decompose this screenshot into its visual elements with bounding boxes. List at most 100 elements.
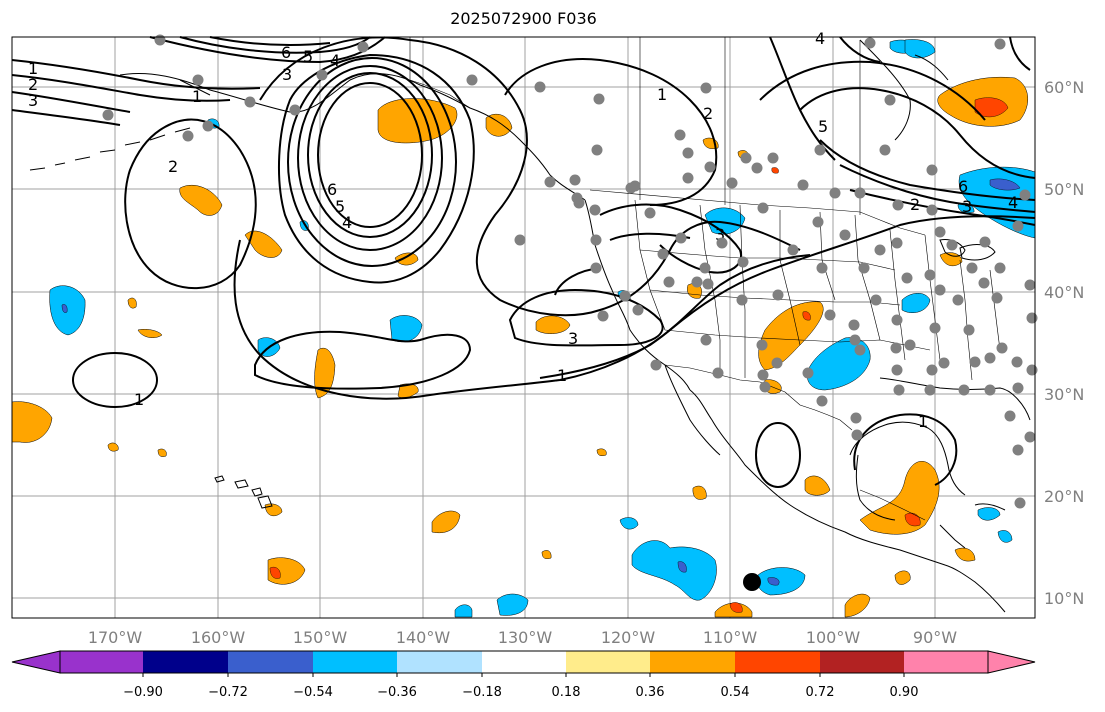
station-dot <box>966 262 978 274</box>
colorbar-tick-label: −0.18 <box>462 685 502 700</box>
contour-line <box>759 60 986 121</box>
contour-label: 4 <box>815 29 825 48</box>
orange-blob <box>894 570 911 585</box>
station-dot <box>893 384 905 396</box>
station-dot <box>691 276 703 288</box>
station-dot <box>619 290 631 302</box>
contour-label: 6 <box>281 43 291 62</box>
blue-blob <box>631 540 717 601</box>
contour-label: 3 <box>28 91 38 110</box>
contour-label: 2 <box>28 75 38 94</box>
station-dot <box>632 304 644 316</box>
orange-blob <box>541 550 552 559</box>
colorbar-bin <box>820 651 904 673</box>
station-dot <box>1012 220 1024 232</box>
dark-blue-core <box>61 304 68 313</box>
dark-blue-core <box>767 577 780 586</box>
station-dot <box>740 152 752 164</box>
station-dot <box>704 161 716 173</box>
station-dot <box>192 74 204 86</box>
colorbar-outline <box>59 650 989 674</box>
contour-label: 2 <box>910 195 920 214</box>
station-dot <box>926 204 938 216</box>
colorbar-bin <box>650 651 735 673</box>
station-dot <box>650 359 662 371</box>
station-dot <box>812 216 824 228</box>
longitude-label: 160°W <box>191 628 246 647</box>
station-dot <box>952 294 964 306</box>
station-dot <box>702 278 714 290</box>
station-dot <box>848 319 860 331</box>
station-dot <box>1004 410 1016 422</box>
contour-line <box>278 53 475 284</box>
colorbar-tick-label: 0.72 <box>806 685 835 700</box>
orange-blob <box>485 113 513 137</box>
colorbar-bin <box>482 651 566 673</box>
station-dot <box>864 37 876 49</box>
latitude-label: 10°N <box>1044 589 1084 608</box>
station-dot <box>244 96 256 108</box>
latitude-label: 50°N <box>1044 180 1084 199</box>
station-dot <box>839 229 851 241</box>
station-dot <box>1011 356 1023 368</box>
station-dot <box>757 202 769 214</box>
shaded-anomaly-fields <box>11 39 1036 618</box>
station-dot <box>934 284 946 296</box>
contour-label: 6 <box>327 180 337 199</box>
orange-blob <box>692 485 707 500</box>
contour-label: 5 <box>303 47 313 66</box>
station-dot <box>926 164 938 176</box>
station-dot <box>712 367 724 379</box>
contour-label: 1 <box>192 87 202 106</box>
contour-line <box>11 59 261 90</box>
orange-blob <box>264 503 283 517</box>
latitude-label: 60°N <box>1044 78 1084 97</box>
orange-blob <box>127 297 137 309</box>
orange-blob <box>844 593 871 618</box>
station-dot <box>534 81 546 93</box>
station-dot <box>963 324 975 336</box>
blue-blob <box>807 337 871 391</box>
contour-ring <box>297 65 443 251</box>
contour-ring <box>317 82 423 228</box>
contour-line <box>819 139 1036 201</box>
longitude-label: 170°W <box>88 628 143 647</box>
longitude-labels: 170°W 160°W 150°W 140°W 130°W 120°W 110°W 100°W… <box>88 628 957 647</box>
blue-blob <box>977 507 1001 521</box>
station-dot <box>978 277 990 289</box>
contour-label: 1 <box>918 412 928 431</box>
station-dot <box>1024 279 1036 291</box>
contour-line <box>259 36 801 317</box>
station-dot <box>884 94 896 106</box>
station-dot <box>934 226 946 238</box>
station-dot <box>629 180 641 192</box>
station-dot <box>716 237 728 249</box>
station-dot <box>154 34 166 46</box>
blue-blob <box>454 604 473 618</box>
station-dot <box>854 187 866 199</box>
station-dot <box>657 248 669 260</box>
station-dot <box>850 412 862 424</box>
latitude-labels: 60°N 50°N 40°N 30°N 20°N 10°N <box>1044 78 1084 608</box>
station-dot <box>700 82 712 94</box>
station-dot <box>569 174 581 186</box>
latitude-label: 40°N <box>1044 283 1084 302</box>
latitude-label: 30°N <box>1044 385 1084 404</box>
contour-line <box>799 87 1036 179</box>
station-dot <box>984 352 996 364</box>
station-dot <box>675 232 687 244</box>
station-dot <box>879 144 891 156</box>
contour-line <box>11 91 131 113</box>
colorbar-tick-label: −0.54 <box>293 685 333 700</box>
station-dot <box>891 314 903 326</box>
station-dot <box>663 276 675 288</box>
station-dot <box>772 289 784 301</box>
station-dot <box>202 120 214 132</box>
contour-line <box>179 36 371 54</box>
station-dot <box>891 364 903 376</box>
blue-blob <box>997 530 1013 543</box>
contour-label: 5 <box>335 197 345 216</box>
colorbar-tick-label: −0.90 <box>123 685 163 700</box>
contour-label: 5 <box>818 117 828 136</box>
contour-line <box>11 109 121 126</box>
